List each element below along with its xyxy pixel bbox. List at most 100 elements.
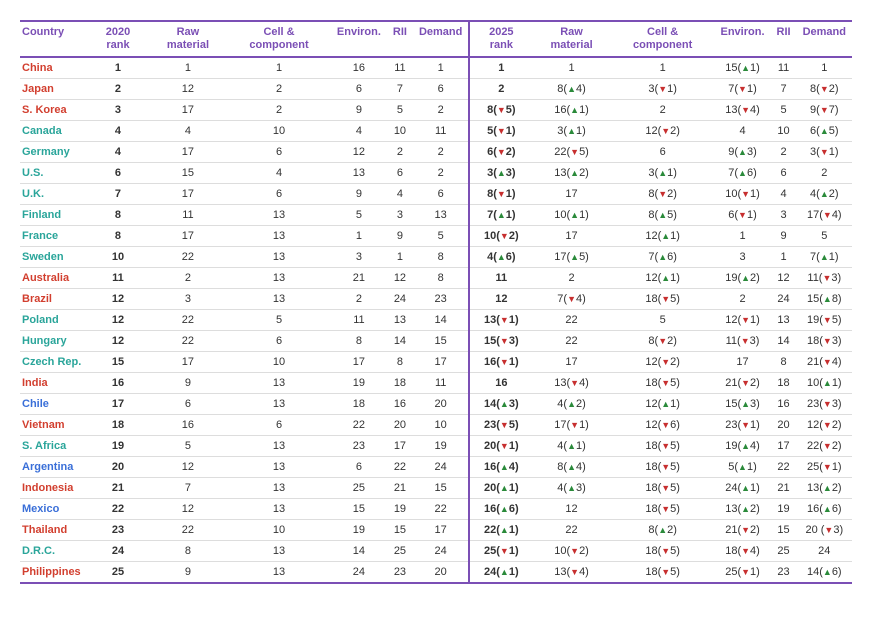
rank-2025: 4(▲6) xyxy=(469,247,532,268)
raw-2020: 22 xyxy=(149,520,228,541)
rii-2025: 16 xyxy=(771,394,797,415)
cell-2020: 4 xyxy=(227,163,331,184)
cell-2020: 10 xyxy=(227,520,331,541)
env-2020: 2 xyxy=(331,289,387,310)
rankings-table: Country 2020 rank Raw material Cell & co… xyxy=(20,20,852,584)
dem-2020: 13 xyxy=(413,205,469,226)
cell-2020: 6 xyxy=(227,142,331,163)
dem-2025: 25(▼1) xyxy=(797,457,852,478)
dem-2020: 11 xyxy=(413,121,469,142)
raw-2020: 12 xyxy=(149,457,228,478)
env-2020: 8 xyxy=(331,331,387,352)
rii-2020: 18 xyxy=(387,373,413,394)
dem-2020: 6 xyxy=(413,184,469,205)
country-cell: D.R.C. xyxy=(20,541,87,562)
country-cell: S. Africa xyxy=(20,436,87,457)
rii-2025: 14 xyxy=(771,331,797,352)
rank-2020: 12 xyxy=(87,289,148,310)
country-cell: S. Korea xyxy=(20,100,87,121)
dem-2020: 10 xyxy=(413,415,469,436)
country-cell: Japan xyxy=(20,79,87,100)
dem-2025: 5 xyxy=(797,226,852,247)
cell-2020: 6 xyxy=(227,184,331,205)
cell-2020: 10 xyxy=(227,352,331,373)
dem-2020: 8 xyxy=(413,268,469,289)
cell-2020: 13 xyxy=(227,541,331,562)
rii-2025: 24 xyxy=(771,289,797,310)
cell-2020: 13 xyxy=(227,289,331,310)
cell-2025: 8(▲2) xyxy=(611,520,715,541)
rank-2025: 16 xyxy=(469,373,532,394)
table-row: Poland1222511131413(▼1)22512(▼1)1319(▼5) xyxy=(20,310,852,331)
dem-2020: 1 xyxy=(413,57,469,79)
table-row: Japan212267628(▲4)3(▼1)7(▼1)78(▼2) xyxy=(20,79,852,100)
col-raw-2020: Raw material xyxy=(149,21,228,57)
rii-2025: 15 xyxy=(771,520,797,541)
rii-2020: 15 xyxy=(387,520,413,541)
raw-2020: 2 xyxy=(149,268,228,289)
rank-2025: 5(▼1) xyxy=(469,121,532,142)
rank-2020: 17 xyxy=(87,394,148,415)
table-row: Mexico22121315192216(▲6)1218(▼5)13(▲2)19… xyxy=(20,499,852,520)
table-row: S. Korea31729528(▼5)16(▲1)213(▼4)59(▼7) xyxy=(20,100,852,121)
raw-2025: 12 xyxy=(532,499,611,520)
rank-2020: 2 xyxy=(87,79,148,100)
rii-2020: 11 xyxy=(387,57,413,79)
rank-2025: 13(▼1) xyxy=(469,310,532,331)
env-2025: 21(▼2) xyxy=(715,373,771,394)
raw-2020: 8 xyxy=(149,541,228,562)
cell-2025: 12(▼2) xyxy=(611,121,715,142)
cell-2025: 18(▼5) xyxy=(611,478,715,499)
rank-2025: 10(▼2) xyxy=(469,226,532,247)
env-2020: 15 xyxy=(331,499,387,520)
rii-2025: 13 xyxy=(771,310,797,331)
rii-2020: 14 xyxy=(387,331,413,352)
dem-2020: 19 xyxy=(413,436,469,457)
raw-2025: 13(▲2) xyxy=(532,163,611,184)
table-row: Indonesia2171325211520(▲1)4(▲3)18(▼5)24(… xyxy=(20,478,852,499)
dem-2020: 20 xyxy=(413,394,469,415)
dem-2025: 23(▼3) xyxy=(797,394,852,415)
col-dem-2025: Demand xyxy=(797,21,852,57)
cell-2020: 6 xyxy=(227,415,331,436)
raw-2025: 4(▲2) xyxy=(532,394,611,415)
col-raw-2025: Raw material xyxy=(532,21,611,57)
cell-2025: 18(▼5) xyxy=(611,541,715,562)
rii-2020: 20 xyxy=(387,415,413,436)
rank-2025: 16(▲4) xyxy=(469,457,532,478)
cell-2025: 8(▼2) xyxy=(611,184,715,205)
col-rii-2025: RII xyxy=(771,21,797,57)
env-2020: 24 xyxy=(331,562,387,584)
raw-2025: 17(▲5) xyxy=(532,247,611,268)
env-2025: 12(▼1) xyxy=(715,310,771,331)
env-2025: 24(▲1) xyxy=(715,478,771,499)
country-cell: Philippines xyxy=(20,562,87,584)
dem-2025: 8(▼2) xyxy=(797,79,852,100)
cell-2020: 13 xyxy=(227,394,331,415)
rank-2025: 22(▲1) xyxy=(469,520,532,541)
col-cell-2020: Cell & component xyxy=(227,21,331,57)
rii-2020: 2 xyxy=(387,142,413,163)
env-2025: 15(▲3) xyxy=(715,394,771,415)
env-2025: 13(▲2) xyxy=(715,499,771,520)
rii-2020: 22 xyxy=(387,457,413,478)
raw-2025: 4(▲3) xyxy=(532,478,611,499)
rank-2020: 22 xyxy=(87,499,148,520)
table-row: Chile1761318162014(▲3)4(▲2)12(▲1)15(▲3)1… xyxy=(20,394,852,415)
env-2020: 25 xyxy=(331,478,387,499)
dem-2025: 14(▲6) xyxy=(797,562,852,584)
dem-2025: 12(▼2) xyxy=(797,415,852,436)
raw-2025: 7(▼4) xyxy=(532,289,611,310)
env-2020: 6 xyxy=(331,79,387,100)
raw-2020: 12 xyxy=(149,499,228,520)
raw-2025: 8(▲4) xyxy=(532,79,611,100)
cell-2020: 2 xyxy=(227,79,331,100)
raw-2020: 15 xyxy=(149,163,228,184)
dem-2025: 20 (▼3) xyxy=(797,520,852,541)
table-row: U.K.71769468(▼1)178(▼2)10(▼1)44(▲2) xyxy=(20,184,852,205)
col-rank-2025: 2025 rank xyxy=(469,21,532,57)
cell-2025: 8(▲5) xyxy=(611,205,715,226)
rank-2025: 2 xyxy=(469,79,532,100)
dem-2020: 24 xyxy=(413,457,469,478)
dem-2025: 19(▼5) xyxy=(797,310,852,331)
